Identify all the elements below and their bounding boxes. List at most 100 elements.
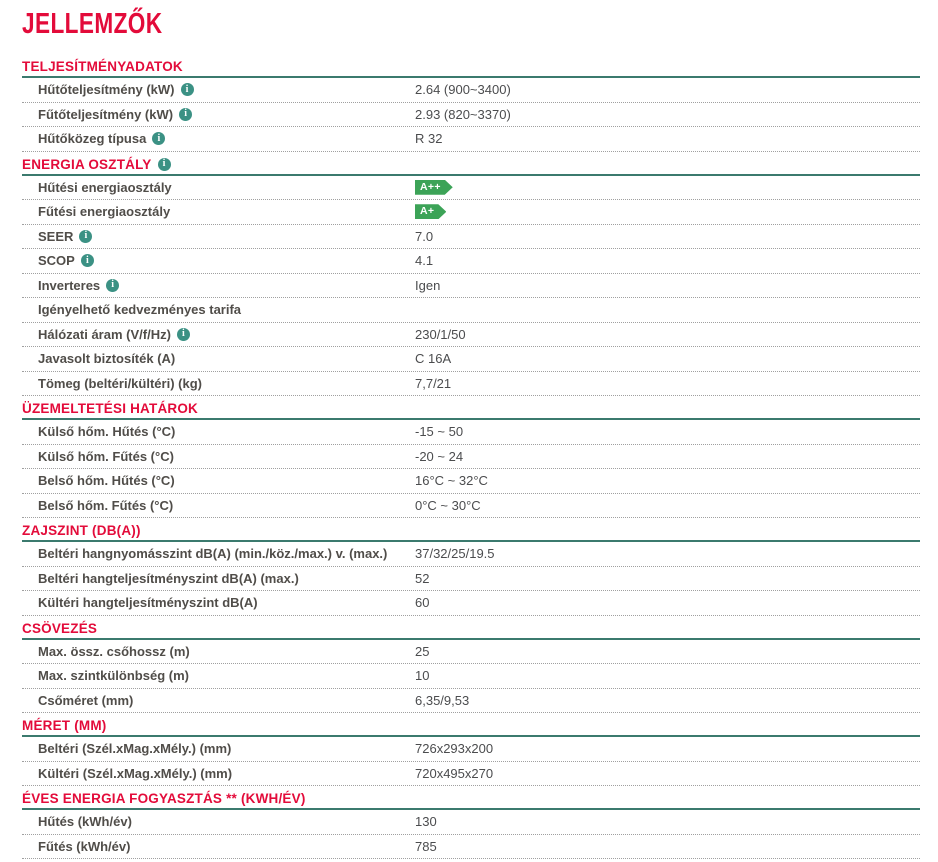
row-label-cell: Fűtési energiaosztály [22, 204, 415, 219]
row-value-cell: A++ [415, 180, 920, 195]
table-row: Hűtőközeg típusa i R 32 [22, 127, 920, 152]
row-label: Fűtési energiaosztály [38, 204, 171, 220]
section-rows: Hűtés (kWh/év) 130 Fűtés (kWh/év) 785 [22, 810, 920, 859]
row-value-cell: 785 [415, 839, 920, 854]
row-label-cell: Javasolt biztosíték (A) [22, 351, 415, 366]
row-value-cell: 6,35/9,53 [415, 693, 920, 708]
page-title: JELLEMZŐK [22, 8, 163, 40]
row-value-cell: R 32 [415, 131, 920, 146]
table-row: Fűtőteljesítmény (kW) i 2.93 (820~3370) [22, 103, 920, 127]
section-title: CSÖVEZÉS [22, 620, 98, 636]
row-value: 10 [415, 668, 430, 684]
section-title: ENERGIA OSZTÁLY [22, 156, 152, 172]
info-icon[interactable]: i [106, 278, 120, 292]
table-row: Max. össz. csőhossz (m) 25 [22, 640, 920, 664]
spec-section: ENERGIA OSZTÁLY i Hűtési energiaosztály … [22, 152, 920, 396]
row-value-cell: 0°C ~ 30°C [415, 498, 920, 513]
table-row: Belső hőm. Fűtés (°C) 0°C ~ 30°C [22, 494, 920, 518]
table-row: Hálózati áram (V/f/Hz) i 230/1/50 [22, 323, 920, 347]
section-header: MÉRET (MM) [22, 713, 920, 737]
row-value-cell: 2.93 (820~3370) [415, 107, 920, 122]
row-label-cell: Igényelhető kedvezményes tarifa [22, 302, 415, 317]
row-label-cell: SEER i [22, 229, 415, 244]
section-rows: Beltéri (Szél.xMag.xMély.) (mm) 726x293x… [22, 737, 920, 786]
section-rows: Külső hőm. Hűtés (°C) -15 ~ 50 Külső hőm… [22, 420, 920, 518]
row-label-cell: Hűtőteljesítmény (kW) i [22, 82, 415, 97]
row-label: Hűtési energiaosztály [38, 179, 172, 195]
spec-section: MÉRET (MM) Beltéri (Szél.xMag.xMély.) (m… [22, 713, 920, 786]
section-rows: Hűtőteljesítmény (kW) i 2.64 (900~3400) … [22, 78, 920, 152]
info-icon[interactable]: i [179, 107, 193, 121]
row-label: Tömeg (beltéri/kültéri) (kg) [38, 375, 202, 391]
row-label-cell: Beltéri (Szél.xMag.xMély.) (mm) [22, 741, 415, 756]
table-row: Beltéri hangteljesítményszint dB(A) (max… [22, 567, 920, 591]
info-icon[interactable]: i [79, 229, 93, 243]
row-label-cell: Kültéri hangteljesítményszint dB(A) [22, 595, 415, 610]
row-label-cell: Inverteres i [22, 278, 415, 293]
info-icon[interactable]: i [180, 83, 194, 97]
row-label: Kültéri hangteljesítményszint dB(A) [38, 595, 258, 611]
row-value: 37/32/25/19.5 [415, 546, 495, 562]
table-row: Beltéri (Szél.xMag.xMély.) (mm) 726x293x… [22, 737, 920, 762]
table-row: Hűtés (kWh/év) 130 [22, 810, 920, 835]
table-row: Kültéri (Szél.xMag.xMély.) (mm) 720x495x… [22, 762, 920, 786]
row-value: 130 [415, 814, 437, 830]
spec-section: CSÖVEZÉS Max. össz. csőhossz (m) 25 Max.… [22, 616, 920, 713]
row-value: R 32 [415, 131, 443, 147]
row-value: 52 [415, 570, 430, 586]
info-icon[interactable]: i [152, 132, 166, 146]
row-value: 2.64 (900~3400) [415, 82, 511, 98]
table-row: Kültéri hangteljesítményszint dB(A) 60 [22, 591, 920, 616]
section-rows: Max. össz. csőhossz (m) 25 Max. szintkül… [22, 640, 920, 713]
row-value: 0°C ~ 30°C [415, 497, 481, 513]
row-label-cell: Max. szintkülönbség (m) [22, 668, 415, 683]
table-row: Belső hőm. Hűtés (°C) 16°C ~ 32°C [22, 469, 920, 494]
row-value-cell: Igen [415, 278, 920, 293]
row-value-cell: 37/32/25/19.5 [415, 546, 920, 561]
row-label-cell: Külső hőm. Fűtés (°C) [22, 449, 415, 464]
table-row: Fűtési energiaosztály A+ [22, 200, 920, 225]
spec-section: TELJESÍTMÉNYADATOK Hűtőteljesítmény (kW)… [22, 54, 920, 152]
section-header: TELJESÍTMÉNYADATOK [22, 54, 920, 78]
section-rows: Hűtési energiaosztály A++ Fűtési energia… [22, 176, 920, 396]
row-label-cell: Külső hőm. Hűtés (°C) [22, 424, 415, 439]
row-value-cell: C 16A [415, 351, 920, 366]
row-label-cell: Hálózati áram (V/f/Hz) i [22, 327, 415, 342]
row-label: Külső hőm. Hűtés (°C) [38, 424, 176, 440]
section-title: ÉVES ENERGIA FOGYASZTÁS ** (KWH/ÉV) [22, 791, 306, 806]
row-value-cell: -15 ~ 50 [415, 424, 920, 439]
row-value: 4.1 [415, 253, 434, 269]
row-value: Igen [415, 277, 441, 293]
row-value-cell: 60 [415, 595, 920, 610]
row-label-cell: SCOP i [22, 253, 415, 268]
row-label-cell: Hűtőközeg típusa i [22, 131, 415, 146]
row-value-cell: A+ [415, 204, 920, 219]
row-label: Hűtőteljesítmény (kW) [38, 82, 175, 98]
info-icon[interactable]: i [176, 327, 190, 341]
row-label: Belső hőm. Fűtés (°C) [38, 497, 174, 513]
row-label: Kültéri (Szél.xMag.xMély.) (mm) [38, 765, 233, 781]
section-rows: Beltéri hangnyomásszint dB(A) (min./köz.… [22, 542, 920, 616]
info-icon[interactable]: i [157, 157, 171, 171]
section-header: ÉVES ENERGIA FOGYASZTÁS ** (KWH/ÉV) [22, 786, 920, 810]
row-label-cell: Fűtés (kWh/év) [22, 839, 415, 854]
row-label: SCOP [38, 253, 75, 269]
row-value: 726x293x200 [415, 741, 494, 757]
row-label-cell: Belső hőm. Fűtés (°C) [22, 498, 415, 513]
energy-class-badge: A+ [415, 204, 446, 219]
row-value: 2.93 (820~3370) [415, 106, 511, 122]
section-header: ZAJSZINT (DB(A)) [22, 518, 920, 542]
row-label: Hűtés (kWh/év) [38, 814, 132, 830]
row-label: Beltéri hangteljesítményszint dB(A) (max… [38, 570, 299, 586]
table-row: Igényelhető kedvezményes tarifa [22, 298, 920, 323]
table-row: Beltéri hangnyomásszint dB(A) (min./köz.… [22, 542, 920, 567]
spec-section: ÜZEMELTETÉSI HATÁROK Külső hőm. Hűtés (°… [22, 396, 920, 518]
info-icon[interactable]: i [80, 254, 94, 268]
row-value-cell: 52 [415, 571, 920, 586]
row-label-cell: Kültéri (Szél.xMag.xMély.) (mm) [22, 766, 415, 781]
row-value-cell: 726x293x200 [415, 741, 920, 756]
spec-section: ÉVES ENERGIA FOGYASZTÁS ** (KWH/ÉV) Hűté… [22, 786, 920, 859]
row-label: Beltéri (Szél.xMag.xMély.) (mm) [38, 741, 232, 757]
table-row: SCOP i 4.1 [22, 249, 920, 274]
